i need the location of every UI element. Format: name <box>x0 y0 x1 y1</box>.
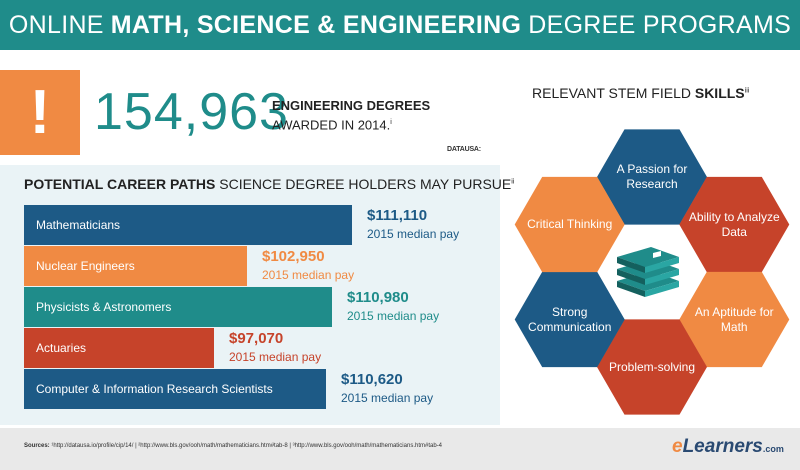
skill-label: Problem-solving <box>608 359 696 374</box>
salary-amount: $110,620 <box>341 371 403 388</box>
career-name: Nuclear Engineers <box>36 259 135 273</box>
logo-rest: Learners <box>682 436 763 457</box>
sources-links: ¹http://datausa.io/profile/cip/14/ | ²ht… <box>51 443 442 449</box>
career-bar: Physicists & Astronomers <box>24 287 332 327</box>
skill-hexagon <box>514 271 625 368</box>
logo-e: e <box>672 436 683 457</box>
salary-amount: $110,980 <box>347 289 409 306</box>
skills-hexagon-cluster <box>514 129 790 415</box>
skill-label: Strong Communication <box>528 304 612 334</box>
career-salary: $97,070 2015 median pay <box>229 330 321 366</box>
salary-subtitle: 2015 median pay <box>341 391 434 405</box>
logo-dotcom: .com <box>762 444 784 454</box>
footer <box>0 428 800 470</box>
career-salary: $102,950 2015 median pay <box>262 248 354 284</box>
sources-label: Sources: <box>24 443 50 449</box>
stat-number: 154,963 <box>94 83 289 141</box>
books-icon <box>617 247 679 297</box>
career-name: Physicists & Astronomers <box>36 300 172 314</box>
career-title-rest: SCIENCE DEGREE HOLDERS MAY PURSUE <box>219 176 512 192</box>
career-salary: $110,980 2015 median pay <box>347 289 439 325</box>
footer-sources: Sources: ¹http://datausa.io/profile/cip/… <box>24 443 442 449</box>
career-bar: Actuaries <box>24 328 214 368</box>
salary-subtitle: 2015 median pay <box>229 350 322 364</box>
skill-hexagon <box>679 271 790 368</box>
career-footnote: ii <box>511 178 515 186</box>
elearners-logo[interactable]: eLearners.com <box>672 436 784 458</box>
skills-footnote: iii <box>744 87 750 95</box>
skill-label: A Passion for Research <box>616 162 688 191</box>
salary-subtitle: 2015 median pay <box>262 268 355 282</box>
skills-title: RELEVANT STEM FIELD SKILLSiii <box>532 85 749 101</box>
header-emphasis: MATH, SCIENCE & ENGINEERING <box>110 10 522 39</box>
exclamation-symbol: ! <box>29 78 51 147</box>
page-header: ONLINE MATH, SCIENCE & ENGINEERING DEGRE… <box>0 0 800 50</box>
header-suffix: DEGREE PROGRAMS <box>528 10 792 39</box>
exclamation-icon: ! <box>0 70 80 155</box>
stat-footnote: i <box>390 119 392 126</box>
skills-title-rest: RELEVANT STEM FIELD <box>532 85 691 101</box>
skills-title-bold: SKILLS <box>694 85 745 101</box>
salary-amount: $97,070 <box>229 330 284 347</box>
career-bar: Nuclear Engineers <box>24 246 247 286</box>
salary-subtitle: 2015 median pay <box>367 227 460 241</box>
career-bar: Mathematicians <box>24 205 352 245</box>
skill-label: Ability to Analyze Data <box>688 209 780 239</box>
career-name: Mathematicians <box>36 218 121 232</box>
skill-hexagon <box>514 176 625 273</box>
career-title-bold: POTENTIAL CAREER PATHS <box>24 176 216 192</box>
career-bar: Computer & Information Research Scientis… <box>24 369 326 409</box>
stat-label: ENGINEERING DEGREES AWARDED IN 2014.i <box>272 97 430 133</box>
career-salary: $111,110 2015 median pay <box>367 207 459 243</box>
stat-label-bold: ENGINEERING DEGREES <box>272 98 431 113</box>
career-name: Computer & Information Research Scientis… <box>36 382 273 396</box>
skill-label: An Aptitude for Math <box>694 304 774 334</box>
skill-label: Critical Thinking <box>527 217 613 231</box>
datausa-source: DATAUSA: <box>447 146 481 153</box>
header-prefix: ONLINE <box>8 10 104 39</box>
skill-hexagon <box>597 319 707 415</box>
career-title: POTENTIAL CAREER PATHS SCIENCE DEGREE HO… <box>24 176 514 192</box>
salary-subtitle: 2015 median pay <box>347 309 440 323</box>
skill-hexagon <box>597 129 707 225</box>
skill-hexagon <box>679 176 790 273</box>
career-name: Actuaries <box>36 341 87 355</box>
career-salary: $110,620 2015 median pay <box>341 371 433 407</box>
salary-amount: $102,950 <box>262 248 325 265</box>
stat-label-rest: AWARDED IN 2014.i <box>272 117 392 133</box>
salary-amount: $111,110 <box>367 207 428 224</box>
